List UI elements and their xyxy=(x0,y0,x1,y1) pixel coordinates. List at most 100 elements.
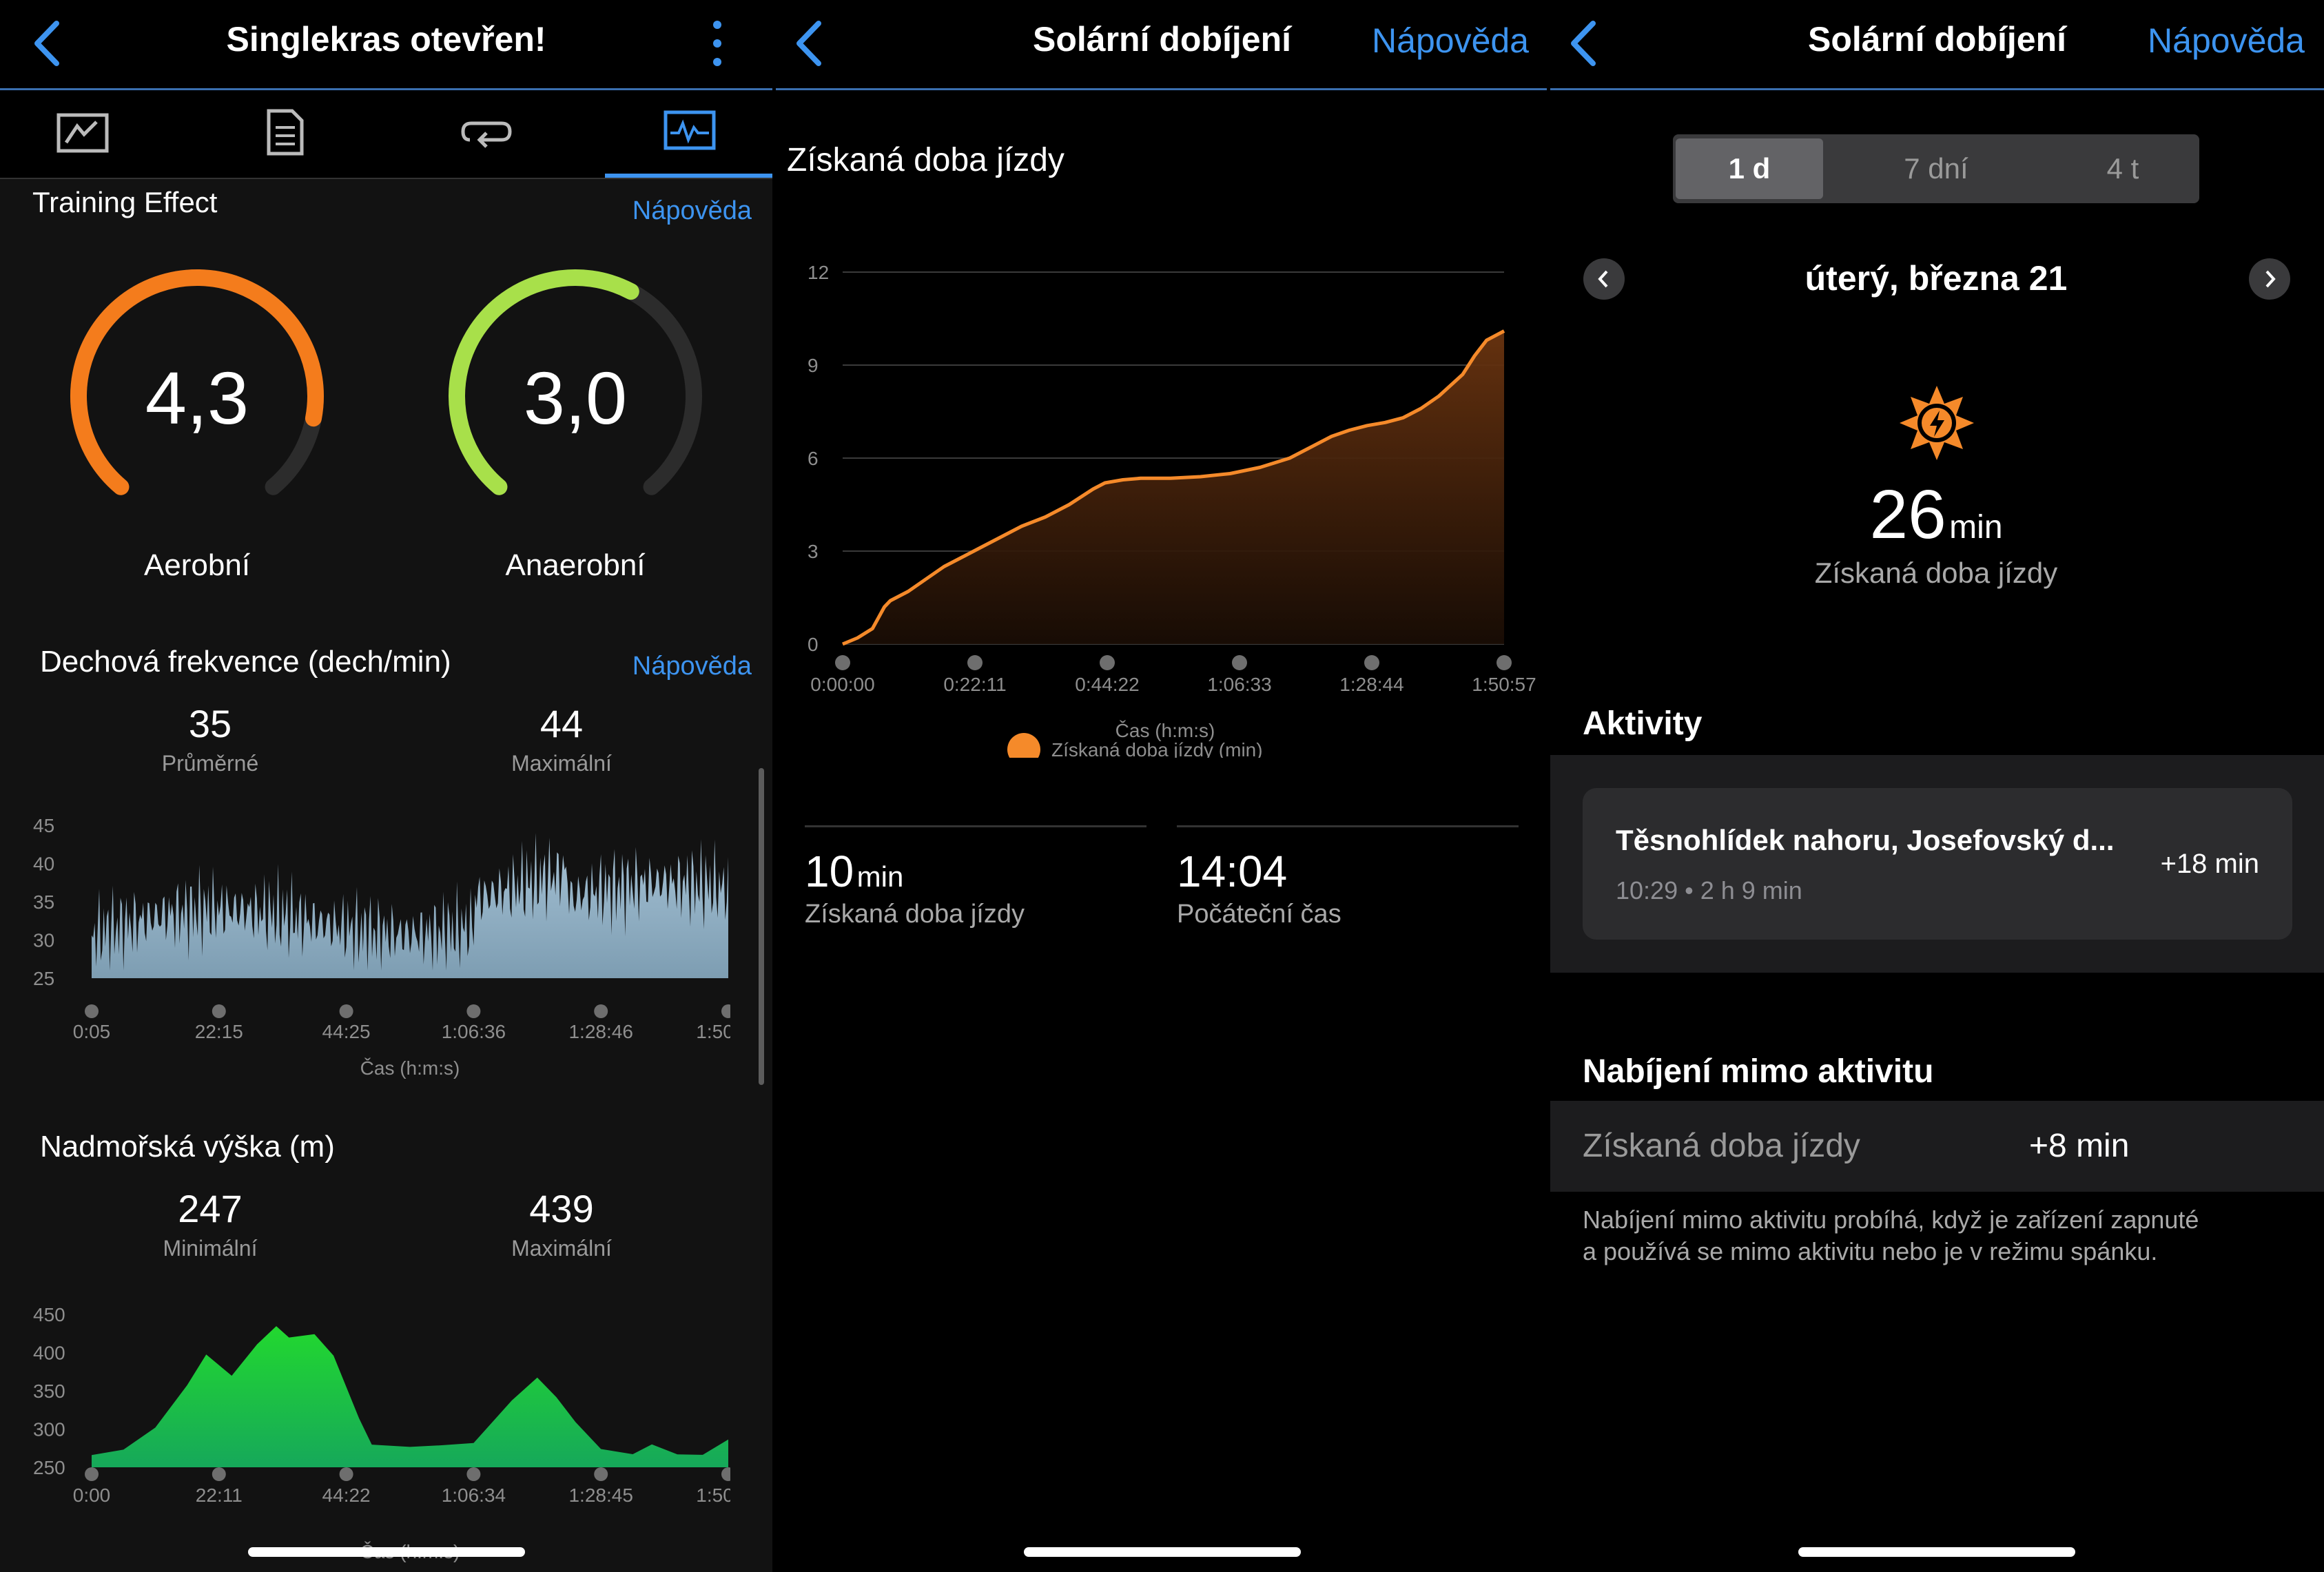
x-tick-dot xyxy=(594,1467,608,1481)
x-tick-label: 0:22:11 xyxy=(943,674,1006,695)
anaerobic-value: 3,0 xyxy=(523,356,628,439)
x-tick-label: 0:00:00 xyxy=(810,674,874,695)
respiration-max-label: Maximální xyxy=(511,751,612,776)
solar-charge-day-panel: Solární dobíjení Nápověda 1 d 7 dní 4 t … xyxy=(1550,0,2324,1572)
home-indicator xyxy=(1798,1547,2075,1557)
y-tick-label: 400 xyxy=(33,1343,65,1364)
details-tab-icon[interactable] xyxy=(266,108,305,156)
x-tick-dot xyxy=(466,1467,481,1481)
x-tick-label: 1:28:44 xyxy=(1339,674,1403,695)
elevation-chart: 450 400 350 300 250 0:00 22:11 44:22 1:06:34 1:28… xyxy=(33,1304,730,1562)
back-chevron-icon[interactable] xyxy=(791,19,832,68)
x-tick-label: 1:50:57 xyxy=(696,1485,730,1506)
elevation-max-value: 439 xyxy=(529,1187,594,1230)
x-tick-label: 1:06:33 xyxy=(1207,674,1271,695)
respiration-help-link[interactable]: Nápověda xyxy=(632,652,752,681)
respiration-chart: 45 40 35 30 25 0:05 22:15 44:25 1:06:36 1:28:46 1:… xyxy=(33,815,730,1079)
laps-tab-icon[interactable] xyxy=(460,116,513,152)
y-tick-label: 0 xyxy=(808,634,819,655)
segment-7-days[interactable]: 7 dní xyxy=(1904,152,1968,185)
respiration-heading: Dechová frekvence (dech/min) xyxy=(40,645,451,679)
elevation-min-label: Minimální xyxy=(163,1236,258,1261)
segment-4-weeks[interactable]: 4 t xyxy=(2106,152,2139,185)
chart-title: Získaná doba jízdy xyxy=(787,142,1065,178)
header-bar: Singlekras otevřen! xyxy=(0,0,772,90)
segment-1-day[interactable]: 1 d xyxy=(1676,138,1823,199)
training-effect-help-link[interactable]: Nápověda xyxy=(632,196,752,225)
back-chevron-icon[interactable] xyxy=(29,19,70,68)
x-tick-label: 1:28:45 xyxy=(568,1485,633,1506)
next-day-icon[interactable] xyxy=(2248,258,2291,300)
page-title: Solární dobíjení xyxy=(1032,20,1292,59)
off-activity-row: Získaná doba jízdy +8 min xyxy=(1550,1101,2324,1192)
off-activity-label: Získaná doba jízdy xyxy=(1583,1128,1860,1164)
panel-divider xyxy=(1547,0,1550,1572)
scrollbar[interactable] xyxy=(759,768,764,1085)
x-tick-label: 1:50:57 xyxy=(1472,674,1536,695)
x-tick-dot xyxy=(721,1467,730,1481)
summary-start: 14:04 Počáteční čas xyxy=(1177,846,1341,929)
panel-divider xyxy=(772,0,776,1572)
summary-tab-icon[interactable] xyxy=(56,111,109,155)
help-link[interactable]: Nápověda xyxy=(1372,21,1529,60)
y-tick-label: 300 xyxy=(33,1419,65,1440)
x-tick-label: 0:00 xyxy=(73,1485,111,1506)
solar-charge-chart-panel: Solární dobíjení Nápověda Získaná doba j… xyxy=(776,0,1548,1572)
y-tick-label: 450 xyxy=(33,1304,65,1325)
x-tick-dot xyxy=(1100,655,1115,670)
aerobic-value: 4,3 xyxy=(145,356,249,439)
solar-gain-chart: 0 3 6 9 12 0:00:00 0:22:11 0:44:22 1:06:33 1:28:4… xyxy=(808,262,1536,758)
x-tick-dot xyxy=(85,1467,99,1481)
x-tick-dot xyxy=(339,1467,353,1481)
gauge-fill xyxy=(70,269,324,495)
date-label: úterý, března 21 xyxy=(1804,259,2068,298)
y-tick-label: 12 xyxy=(808,262,829,283)
x-tick-label: 44:22 xyxy=(322,1485,371,1506)
header-bar: Solární dobíjení Nápověda xyxy=(776,0,1548,90)
legend-swatch xyxy=(1007,733,1040,758)
help-link[interactable]: Nápověda xyxy=(2148,21,2305,60)
more-options-icon[interactable] xyxy=(707,19,728,68)
previous-day-icon[interactable] xyxy=(1583,258,1625,300)
page-title: Singlekras otevřen! xyxy=(226,20,546,59)
x-tick-dot xyxy=(594,1004,608,1018)
gain-unit: min xyxy=(856,860,904,893)
off-activity-value: +8 min xyxy=(2029,1128,2130,1164)
total-gain-label: Získaná doba jízdy xyxy=(1814,557,2058,589)
total-gain: 26 min xyxy=(1729,475,2143,555)
aerobic-label: Aerobní xyxy=(143,548,251,582)
training-effect-heading: Training Effect xyxy=(32,186,218,218)
y-tick-label: 250 xyxy=(33,1457,65,1478)
x-tick-label: 1:50:57 xyxy=(696,1021,730,1042)
summary-gain: 10 min Získaná doba jízdy xyxy=(805,846,1025,929)
activities-heading: Aktivity xyxy=(1583,705,1703,742)
chart-area xyxy=(92,833,728,978)
y-tick-label: 350 xyxy=(33,1380,65,1402)
gain-value: 10 xyxy=(805,847,854,896)
activities-section: Těsnohlídek nahoru, Josefovský d... 10:2… xyxy=(1550,755,2324,973)
y-tick-label: 6 xyxy=(808,448,819,469)
activity-detail-panel: Singlekras otevřen! Training Effect Nápo… xyxy=(0,0,772,1572)
gauge-fill xyxy=(449,269,639,495)
respiration-avg-value: 35 xyxy=(188,702,232,745)
x-tick-dot xyxy=(1364,655,1379,670)
y-tick-label: 30 xyxy=(33,930,54,951)
activity-gain: +18 min xyxy=(2160,849,2259,879)
start-value: 14:04 xyxy=(1177,847,1288,896)
x-tick-dot xyxy=(1497,655,1512,670)
activity-meta: 10:29 • 2 h 9 min xyxy=(1616,876,1802,904)
anaerobic-gauge xyxy=(449,269,702,495)
charts-tab-icon[interactable] xyxy=(664,110,716,154)
activity-card[interactable]: Těsnohlídek nahoru, Josefovský d... 10:2… xyxy=(1583,788,2292,940)
x-tick-dot xyxy=(212,1004,226,1018)
total-gain-value: 26 xyxy=(1869,476,1946,553)
back-chevron-icon[interactable] xyxy=(1565,19,1607,68)
active-tab-indicator xyxy=(605,174,772,178)
aerobic-gauge xyxy=(70,269,324,495)
divider xyxy=(805,825,1146,827)
solar-sun-icon xyxy=(1900,386,1974,460)
y-tick-label: 25 xyxy=(33,968,54,989)
x-axis-label: Čas (h:m:s) xyxy=(1115,720,1215,741)
activity-name: Těsnohlídek nahoru, Josefovský d... xyxy=(1616,824,2115,856)
tab-bar xyxy=(0,90,772,179)
